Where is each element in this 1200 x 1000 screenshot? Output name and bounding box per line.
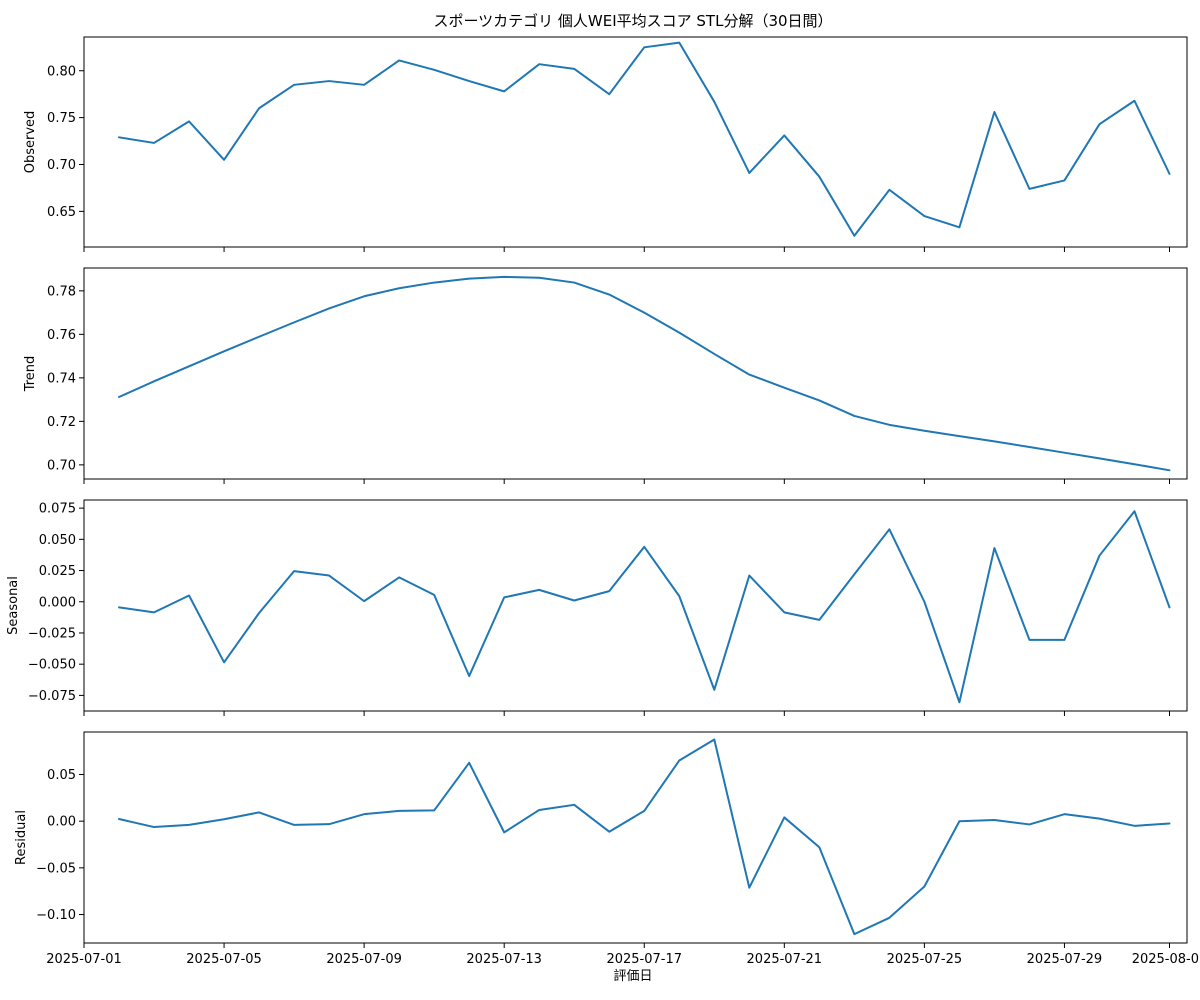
- x-tick-label: 2025-07-25: [887, 952, 963, 967]
- residual-y-tick-label: 0.05: [47, 768, 76, 783]
- residual-y-tick-label: 0.00: [47, 815, 76, 830]
- chart-panels: 0.65 0.70 0.75 0.80 Observed 0.70 0.72 0.74 0.76…: [6, 36, 1200, 967]
- x-axis-label: 評価日: [613, 969, 652, 984]
- residual-y-axis-label: Residual: [14, 810, 29, 865]
- residual-series-line: [118, 738, 1171, 936]
- observed-frame: [83, 36, 1188, 248]
- trend-y-axis-label: Trend: [23, 356, 38, 393]
- observed-y-axis-label: Observed: [23, 111, 38, 174]
- trend-y-tick-label: 0.70: [47, 458, 76, 473]
- x-tick-label: 2025-07-01: [46, 952, 122, 967]
- x-tick-label: 2025-07-21: [747, 952, 823, 967]
- residual-frame: [83, 731, 1188, 944]
- seasonal-y-tick-label: 0.025: [39, 564, 76, 579]
- observed-y-tick-label: 0.75: [47, 111, 76, 126]
- seasonal-y-tick-label: 0.075: [39, 502, 76, 517]
- x-tick-label: 2025-07-09: [326, 952, 402, 967]
- trend-y-tick-label: 0.76: [47, 328, 76, 343]
- chart-title: スポーツカテゴリ 個人WEI平均スコア STL分解（30日間）: [433, 12, 832, 30]
- seasonal-y-tick-label: 0.000: [39, 595, 76, 610]
- observed-panel: 0.65 0.70 0.75 0.80 Observed: [23, 36, 1188, 252]
- x-tick-label: 2025-07-29: [1027, 952, 1103, 967]
- trend-series-line: [118, 275, 1171, 472]
- observed-y-tick-label: 0.70: [47, 158, 76, 173]
- residual-y-tick-label: −0.05: [36, 861, 76, 876]
- trend-panel: 0.70 0.72 0.74 0.76 0.78 Trend: [23, 267, 1188, 484]
- seasonal-y-axis-label: Seasonal: [6, 576, 21, 635]
- seasonal-y-tick-label: −0.050: [28, 658, 76, 673]
- seasonal-series-line: [118, 510, 1171, 704]
- x-tick-label: 2025-07-17: [606, 952, 682, 967]
- residual-y-tick-label: −0.10: [36, 908, 76, 923]
- x-tick-label: 2025-07-13: [466, 952, 542, 967]
- seasonal-y-tick-label: −0.025: [28, 626, 76, 641]
- observed-y-tick-label: 0.65: [47, 205, 76, 220]
- observed-series-line: [118, 41, 1171, 237]
- residual-panel: −0.10 −0.05 0.00 0.05 2025-07-01 2025-07-05 20…: [14, 731, 1200, 967]
- trend-y-tick-label: 0.72: [47, 415, 76, 430]
- seasonal-frame: [83, 499, 1188, 712]
- x-tick-label: 2025-07-05: [186, 952, 262, 967]
- trend-y-tick-label: 0.78: [47, 284, 76, 299]
- trend-y-tick-label: 0.74: [47, 371, 76, 386]
- seasonal-y-tick-label: −0.075: [28, 689, 76, 704]
- observed-y-tick-label: 0.80: [47, 64, 76, 79]
- trend-frame: [83, 267, 1188, 480]
- seasonal-y-tick-label: 0.050: [39, 533, 76, 548]
- x-tick-label: 2025-08-01: [1132, 952, 1200, 967]
- seasonal-panel: −0.075 −0.050 −0.025 0.000 0.025 0.050 0.075 Se…: [6, 499, 1188, 716]
